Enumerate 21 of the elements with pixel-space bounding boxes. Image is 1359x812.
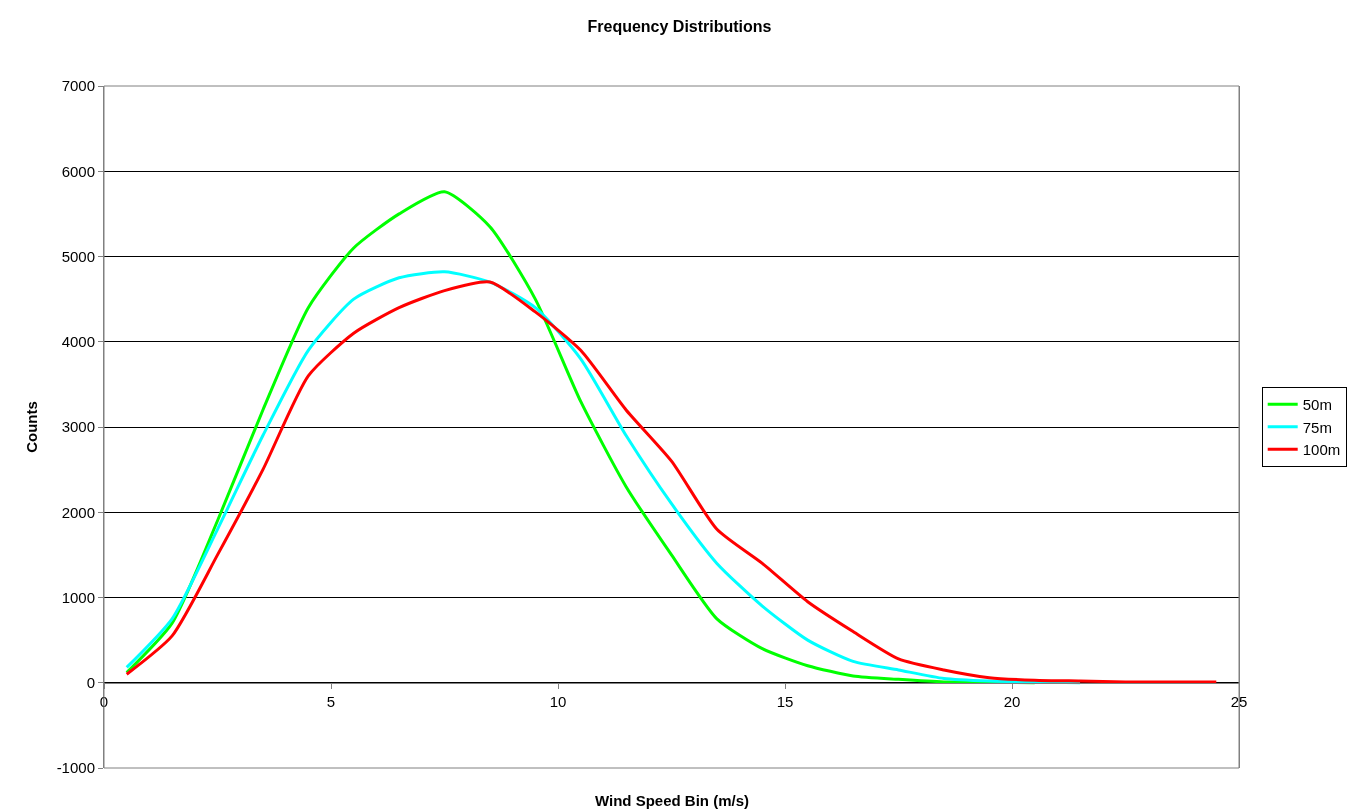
y-tick-label: 4000 xyxy=(61,333,95,350)
y-tick-label: 7000 xyxy=(61,77,95,95)
y-tick-label: 6000 xyxy=(61,162,95,180)
y-tick-label: 5000 xyxy=(61,247,95,265)
chart-title: Frequency Distributions xyxy=(587,17,772,35)
x-tick-label: 25 xyxy=(1230,692,1248,710)
legend-label: 100m xyxy=(1302,441,1341,459)
y-tick-label: 2000 xyxy=(61,503,95,521)
x-tick-label: 5 xyxy=(326,692,336,710)
x-tick-label: 0 xyxy=(99,692,109,710)
x-axis-title: Wind Speed Bin (m/s) xyxy=(595,792,750,809)
y-tick-label: 1000 xyxy=(61,588,95,606)
x-tick-label: 20 xyxy=(1003,692,1021,710)
legend-label: 75m xyxy=(1302,418,1332,436)
legend-label: 50m xyxy=(1302,396,1332,414)
x-tick-label: 15 xyxy=(776,692,794,710)
y-tick-label: -1000 xyxy=(56,759,95,777)
y-tick-label: 0 xyxy=(86,674,95,691)
y-tick-label: 3000 xyxy=(61,418,95,436)
y-axis-title: Counts xyxy=(22,401,40,453)
x-tick-label: 10 xyxy=(549,692,567,710)
